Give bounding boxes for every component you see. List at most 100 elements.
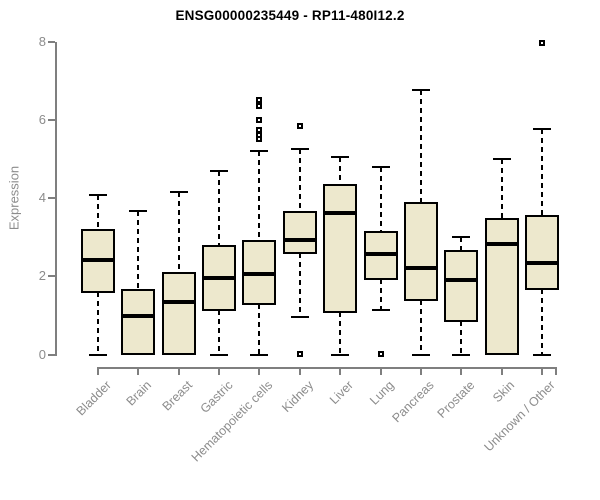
whisker-upper: [500, 158, 503, 219]
whisker-cap-upper: [169, 190, 188, 193]
box: [161, 271, 196, 356]
y-tick-label: 6: [38, 111, 46, 127]
y-tick: [48, 197, 55, 199]
median-line: [81, 257, 115, 262]
whisker-cap-lower: [532, 353, 551, 356]
x-category-label: Bladder: [73, 378, 114, 419]
whisker-upper: [460, 236, 463, 251]
x-tick: [218, 368, 221, 375]
whisker-cap-upper: [492, 157, 511, 160]
whisker-cap-lower: [290, 315, 309, 318]
y-tick: [48, 275, 55, 278]
whisker-cap-upper: [452, 235, 471, 238]
outlier-point: [377, 350, 384, 357]
box: [323, 184, 358, 314]
y-tick-label: 4: [38, 190, 46, 205]
whisker-cap-upper: [411, 88, 430, 91]
median-line: [524, 261, 559, 266]
y-tick: [48, 118, 55, 121]
x-axis-end-tick: [555, 368, 557, 375]
whisker-upper: [97, 194, 99, 231]
whisker-cap-upper: [129, 209, 148, 212]
whisker-cap-upper: [250, 149, 269, 152]
whisker-upper: [339, 157, 342, 186]
whisker-upper: [177, 191, 180, 273]
x-axis-line: [97, 367, 557, 369]
x-tick: [258, 368, 261, 375]
x-category-label: Gastric: [197, 378, 235, 416]
outlier-point: [256, 132, 263, 139]
median-line: [363, 252, 398, 257]
outlier-point: [538, 40, 545, 47]
whisker-cap-lower: [250, 353, 269, 356]
whisker-lower: [298, 253, 301, 317]
whisker-cap-lower: [89, 353, 107, 356]
box: [282, 210, 317, 255]
outlier-point: [296, 122, 303, 129]
x-tick: [419, 368, 422, 375]
whisker-upper: [540, 128, 543, 216]
whisker-cap-lower: [331, 353, 350, 356]
x-category-label: Kidney: [278, 378, 316, 415]
whisker-upper: [379, 166, 382, 232]
y-tick: [48, 353, 55, 356]
median-line: [403, 265, 438, 270]
outlier-point: [256, 103, 263, 110]
x-tick: [500, 368, 503, 375]
x-category-label: Brain: [123, 378, 155, 409]
x-category-label: Liver: [327, 378, 357, 408]
whisker-cap-lower: [210, 353, 229, 356]
x-tick: [97, 368, 99, 375]
whisker-upper: [137, 210, 140, 290]
y-tick-label: 2: [38, 268, 46, 284]
x-tick: [460, 368, 463, 375]
whisker-cap-upper: [371, 165, 390, 168]
whisker-cap-upper: [290, 147, 309, 150]
y-axis-line: [55, 41, 57, 356]
box: [403, 202, 438, 302]
x-tick: [137, 368, 140, 375]
median-line: [202, 275, 237, 280]
whisker-lower: [258, 304, 261, 355]
x-tick: [339, 368, 342, 375]
box: [121, 288, 156, 356]
whisker-upper: [218, 170, 221, 246]
whisker-upper: [298, 148, 301, 212]
x-tick: [298, 368, 301, 375]
whisker-cap-upper: [89, 193, 107, 196]
whisker-cap-upper: [210, 169, 229, 172]
whisker-cap-lower: [411, 353, 430, 356]
whisker-cap-lower: [452, 353, 471, 356]
median-line: [242, 272, 277, 277]
x-tick: [177, 368, 180, 375]
median-line: [161, 300, 196, 305]
x-category-label: Prostate: [434, 378, 478, 421]
x-category-label: Breast: [159, 378, 195, 414]
median-line: [484, 242, 519, 247]
whisker-cap-upper: [331, 156, 350, 159]
y-tick-label: 8: [38, 33, 46, 49]
box: [484, 217, 519, 356]
whisker-cap-lower: [371, 308, 390, 311]
x-category-label: Skin: [490, 378, 518, 406]
whisker-lower: [379, 279, 382, 310]
y-tick-label: 0: [38, 346, 46, 362]
box: [524, 214, 559, 290]
chart-title: ENSG00000235449 - RP11-480I12.2: [175, 8, 405, 23]
median-line: [121, 314, 156, 319]
whisker-lower: [97, 291, 99, 355]
outlier-point: [256, 116, 263, 123]
outlier-point: [256, 126, 263, 133]
x-category-label: Lung: [366, 378, 397, 408]
outlier-point: [256, 97, 263, 104]
x-tick: [540, 368, 543, 375]
whisker-upper: [419, 89, 422, 204]
whisker-lower: [218, 309, 221, 355]
whisker-upper: [258, 150, 261, 241]
whisker-lower: [540, 288, 543, 355]
y-tick: [48, 40, 55, 43]
whisker-cap-upper: [532, 127, 551, 130]
x-tick: [379, 368, 382, 375]
